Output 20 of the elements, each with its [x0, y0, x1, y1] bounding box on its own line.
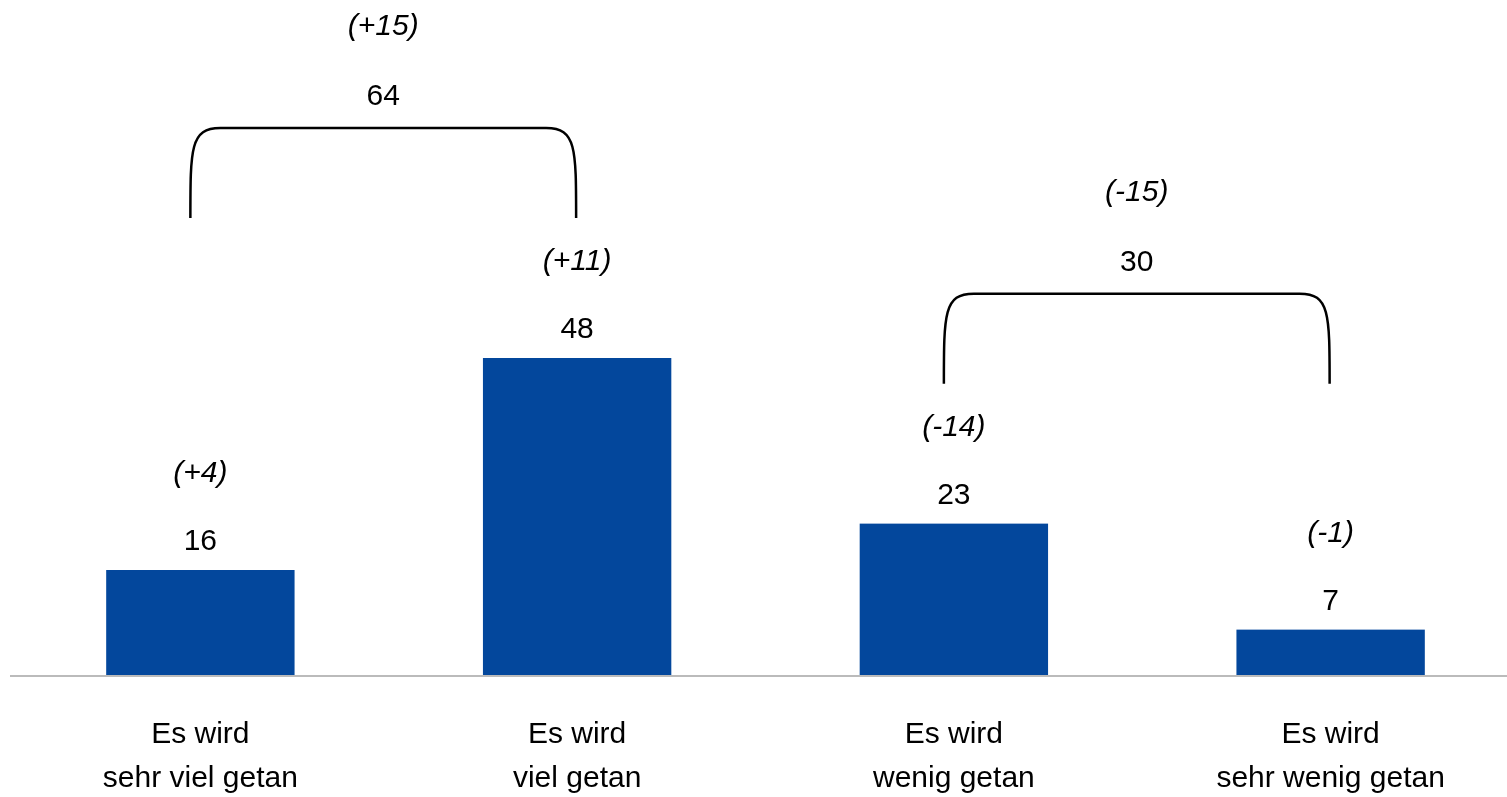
bar — [106, 570, 295, 676]
annotation: (-14) — [922, 408, 986, 442]
text: (+15) — [347, 8, 419, 41]
data-label: 23 — [937, 476, 971, 510]
bar — [859, 523, 1049, 676]
annotation: (-1) — [1307, 514, 1354, 548]
data-label: 48 — [560, 311, 594, 344]
annotation: (+4) — [173, 455, 228, 488]
text: (-15) — [1105, 173, 1169, 207]
text: 30 — [1120, 243, 1154, 277]
text: 64 — [366, 78, 400, 111]
bar — [1236, 629, 1425, 676]
data-label: 7 — [1322, 582, 1339, 616]
bar — [482, 358, 672, 676]
x-tick-label: Es wird sehr viel getan — [102, 716, 298, 793]
x-tick-label: Es wird viel getan — [512, 716, 642, 793]
x-tick-label: Es wird sehr wenig getan — [1216, 716, 1445, 793]
data-label: 16 — [183, 523, 218, 556]
x-tick-label: Es wird wenig getan — [871, 716, 1035, 793]
annotation: (+11) — [542, 243, 612, 276]
